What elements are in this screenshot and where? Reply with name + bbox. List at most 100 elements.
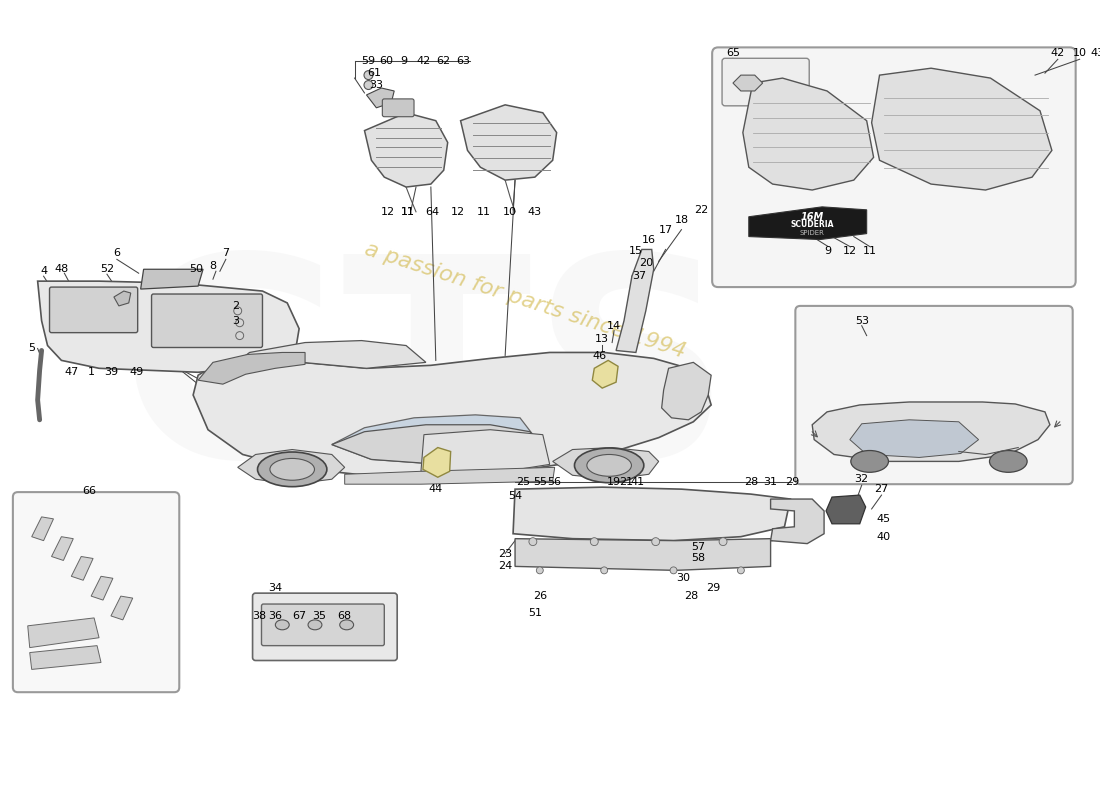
Polygon shape (37, 281, 299, 372)
Text: 5: 5 (29, 343, 35, 354)
Text: 10: 10 (503, 207, 517, 217)
Text: 61: 61 (367, 68, 382, 78)
Text: GTS: GTS (120, 245, 733, 515)
Text: 23: 23 (498, 549, 513, 558)
Polygon shape (422, 447, 451, 478)
Text: 13: 13 (595, 334, 609, 343)
Polygon shape (461, 105, 557, 180)
Ellipse shape (270, 458, 315, 480)
Ellipse shape (850, 450, 889, 472)
Polygon shape (32, 517, 54, 541)
Text: 62: 62 (437, 56, 451, 66)
Ellipse shape (340, 620, 353, 630)
Text: 12: 12 (843, 246, 857, 257)
Text: 11: 11 (402, 207, 415, 217)
Polygon shape (72, 557, 94, 580)
Text: 25: 25 (516, 478, 530, 487)
Text: 37: 37 (631, 271, 646, 281)
Circle shape (651, 538, 660, 546)
FancyBboxPatch shape (50, 287, 138, 333)
Polygon shape (111, 596, 133, 620)
Polygon shape (238, 450, 344, 484)
Polygon shape (141, 270, 204, 289)
Text: 57: 57 (691, 542, 705, 551)
FancyBboxPatch shape (253, 593, 397, 661)
Text: 54: 54 (508, 491, 522, 501)
Ellipse shape (275, 620, 289, 630)
Text: 29: 29 (706, 583, 721, 593)
FancyBboxPatch shape (152, 294, 263, 347)
Text: 11: 11 (476, 207, 491, 217)
Circle shape (235, 332, 244, 339)
Text: 51: 51 (528, 608, 542, 618)
FancyBboxPatch shape (262, 604, 384, 646)
Circle shape (537, 567, 543, 574)
Text: 16M: 16M (801, 212, 824, 222)
Text: 15: 15 (629, 246, 642, 257)
Text: 19: 19 (607, 478, 621, 487)
Text: 20: 20 (639, 258, 653, 268)
Text: 59: 59 (362, 56, 375, 66)
Circle shape (529, 538, 537, 546)
Polygon shape (771, 499, 824, 544)
Polygon shape (366, 88, 394, 108)
Text: 12: 12 (451, 207, 464, 217)
Text: 43: 43 (1090, 48, 1100, 58)
Text: 2: 2 (232, 301, 240, 311)
Circle shape (234, 307, 242, 315)
Polygon shape (826, 495, 866, 524)
Ellipse shape (308, 620, 322, 630)
Text: 64: 64 (425, 207, 439, 217)
Polygon shape (220, 341, 426, 375)
Circle shape (737, 567, 745, 574)
Polygon shape (194, 353, 712, 478)
Polygon shape (749, 207, 867, 239)
Polygon shape (733, 75, 762, 91)
FancyBboxPatch shape (13, 492, 179, 692)
Text: 11: 11 (862, 246, 877, 257)
FancyBboxPatch shape (795, 306, 1072, 484)
Text: 41: 41 (630, 478, 645, 487)
Text: 49: 49 (130, 367, 144, 378)
Text: 22: 22 (694, 205, 708, 215)
Text: 58: 58 (691, 554, 705, 563)
Circle shape (601, 567, 607, 574)
Text: 1: 1 (88, 367, 95, 378)
Text: 42: 42 (1050, 48, 1065, 58)
Text: 53: 53 (855, 316, 869, 326)
Text: 46: 46 (592, 351, 606, 362)
Polygon shape (52, 537, 74, 561)
Text: 18: 18 (674, 214, 689, 225)
Text: 6: 6 (113, 249, 120, 258)
Text: 16: 16 (641, 234, 656, 245)
Circle shape (591, 538, 598, 546)
Text: 35: 35 (312, 611, 326, 621)
Text: 11: 11 (402, 207, 415, 217)
Text: 44: 44 (429, 484, 443, 494)
Text: 63: 63 (456, 56, 471, 66)
Ellipse shape (587, 454, 631, 476)
Polygon shape (332, 425, 542, 464)
Polygon shape (114, 291, 131, 306)
Text: 33: 33 (370, 80, 384, 90)
FancyBboxPatch shape (722, 58, 810, 106)
Polygon shape (513, 487, 791, 541)
Polygon shape (344, 467, 554, 484)
Polygon shape (91, 576, 113, 600)
Text: 10: 10 (1072, 48, 1087, 58)
Polygon shape (871, 68, 1052, 190)
Text: 38: 38 (252, 611, 266, 621)
FancyBboxPatch shape (712, 47, 1076, 287)
Polygon shape (661, 362, 712, 420)
FancyBboxPatch shape (383, 99, 414, 117)
Text: 21: 21 (619, 478, 632, 487)
Text: 42: 42 (417, 56, 431, 66)
Polygon shape (515, 538, 771, 570)
Text: 50: 50 (189, 264, 204, 274)
Text: 8: 8 (209, 262, 217, 271)
Ellipse shape (257, 452, 327, 486)
Text: 56: 56 (548, 478, 562, 487)
Text: 7: 7 (222, 249, 230, 258)
Text: 55: 55 (532, 478, 547, 487)
Text: 52: 52 (100, 264, 114, 274)
